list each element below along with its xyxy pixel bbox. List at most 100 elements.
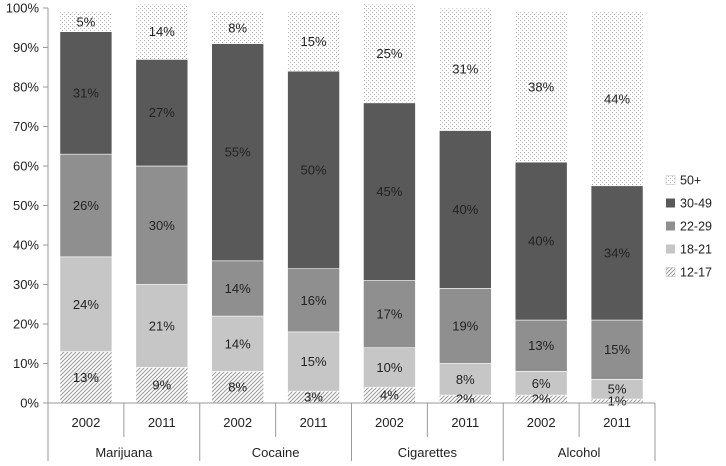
bar-segment [211,11,264,44]
legend-swatch [666,221,675,231]
bar-segment [363,102,416,281]
data-label: 17% [376,307,402,322]
legend-swatch [666,198,675,208]
data-label: 25% [376,46,402,61]
bar-segment [363,3,416,104]
data-label: 34% [604,245,630,260]
data-label: 26% [73,198,99,213]
legend-label: 12-17 [680,266,712,280]
x-tick-label: 2002 [223,415,252,430]
data-label: 38% [528,80,554,95]
x-tick-label: 2002 [527,415,556,430]
data-label: 27% [149,105,175,120]
bar-segment [211,371,264,404]
y-tick-label: 40% [13,238,39,253]
legend-swatch [665,175,676,185]
data-label: 14% [225,281,251,296]
legend-label: 50+ [680,174,701,188]
x-tick-label: 2002 [375,415,404,430]
bar-segment [590,185,644,321]
bar-segment [287,11,340,72]
data-label: 31% [452,62,478,77]
data-label: 19% [452,318,478,333]
data-label: 14% [225,336,251,351]
data-label: 44% [604,91,630,106]
data-label: 45% [376,184,402,199]
legend-swatch [666,244,675,254]
y-tick-label: 10% [13,356,39,371]
y-tick-label: 100% [6,1,40,16]
data-label: 40% [528,234,554,249]
bar-segment [211,315,264,372]
data-label: 8% [228,20,247,35]
data-label: 2% [532,392,551,407]
data-label: 40% [452,202,478,217]
data-label: 5% [77,14,96,29]
bar-segment [514,319,568,372]
group-label: Marijuana [95,445,153,460]
bar-segment [439,7,492,131]
legend-label: 30-49 [680,197,712,211]
legend-swatch [665,267,676,277]
bar-segment [439,363,492,396]
data-label: 30% [149,218,175,233]
data-label: 24% [73,297,99,312]
data-label: 3% [304,390,323,405]
bar-segment [514,161,568,321]
y-tick-label: 60% [13,159,39,174]
bar-segment [211,260,264,317]
y-tick-label: 80% [13,80,39,95]
bar-segment [590,319,644,380]
group-label: Alcohol [558,445,601,460]
data-label: 15% [604,342,630,357]
data-label: 16% [301,293,327,308]
group-label: Cocaine [252,445,300,460]
bar-segment [287,331,340,392]
data-label: 4% [380,388,399,403]
data-label: 8% [228,380,247,395]
group-label: Cigarettes [398,445,458,460]
bar-segment [59,11,113,32]
bar-segment [135,3,189,60]
bar-segment [590,11,644,187]
data-label: 13% [528,338,554,353]
data-label: 21% [149,318,175,333]
bar-segment [211,43,264,262]
x-tick-label: 2011 [148,415,176,430]
y-tick-label: 20% [13,317,39,332]
legend-label: 18-21 [680,243,712,257]
x-tick-label: 2011 [603,415,631,430]
x-tick-label: 2011 [300,415,328,430]
bar-segment [287,268,340,333]
bar-segment [59,256,113,352]
x-tick-label: 2011 [451,415,479,430]
legend: 50+ 30-49 22-29 18-21 12-17 [665,174,712,280]
y-tick-label: 0% [20,396,39,411]
bar-segment [135,59,189,167]
data-label: 31% [73,85,99,100]
bar-segment [439,288,492,364]
data-label: 1% [608,394,627,409]
data-label: 6% [532,376,551,391]
data-label: 8% [456,372,475,387]
data-label: 2% [456,392,475,407]
data-label: 9% [152,378,171,393]
data-label: 55% [225,145,251,160]
data-label: 13% [73,370,99,385]
data-label: 10% [376,360,402,375]
data-label: 50% [301,162,327,177]
bar-segment [514,11,568,163]
legend-label: 22-29 [680,220,712,234]
y-tick-label: 90% [13,40,39,55]
bar-segment [135,284,189,368]
data-label: 14% [149,24,175,39]
bar-segment [363,347,416,388]
bars [59,3,644,404]
y-axis: 0% 10% 20% 30% 40% 50% 60% 70% 80% 90% 100% [6,1,49,411]
data-label: 15% [301,354,327,369]
bar-segment [59,351,113,404]
bar-segment [287,70,340,269]
bar-segment [363,280,416,348]
y-tick-label: 70% [13,119,39,134]
